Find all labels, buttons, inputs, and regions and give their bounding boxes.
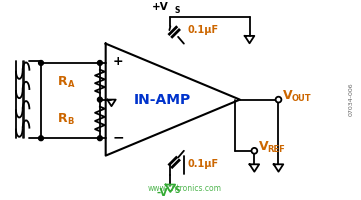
Circle shape [252,148,257,154]
Text: S: S [174,6,180,15]
Text: R: R [57,75,67,88]
Circle shape [97,97,102,102]
Circle shape [39,136,43,141]
Text: B: B [68,117,74,126]
Text: 0.1μF: 0.1μF [188,25,219,35]
Text: R: R [57,112,67,125]
Text: V: V [283,89,293,102]
Circle shape [97,136,102,141]
Text: 07034-006: 07034-006 [348,83,353,116]
Text: −: − [112,131,124,145]
Text: +V: +V [152,2,169,12]
Text: OUT: OUT [292,94,311,103]
Text: 0.1μF: 0.1μF [188,159,219,169]
Circle shape [97,61,102,65]
Text: -V: -V [157,188,169,198]
Text: REF: REF [267,145,285,154]
Text: +: + [112,55,123,68]
Text: V: V [259,140,269,153]
Text: www.cntronics.com: www.cntronics.com [148,184,222,193]
Circle shape [275,97,281,103]
Text: A: A [68,80,74,89]
Text: S: S [174,186,180,195]
Text: IN-AMP: IN-AMP [134,93,191,107]
Circle shape [39,61,43,65]
